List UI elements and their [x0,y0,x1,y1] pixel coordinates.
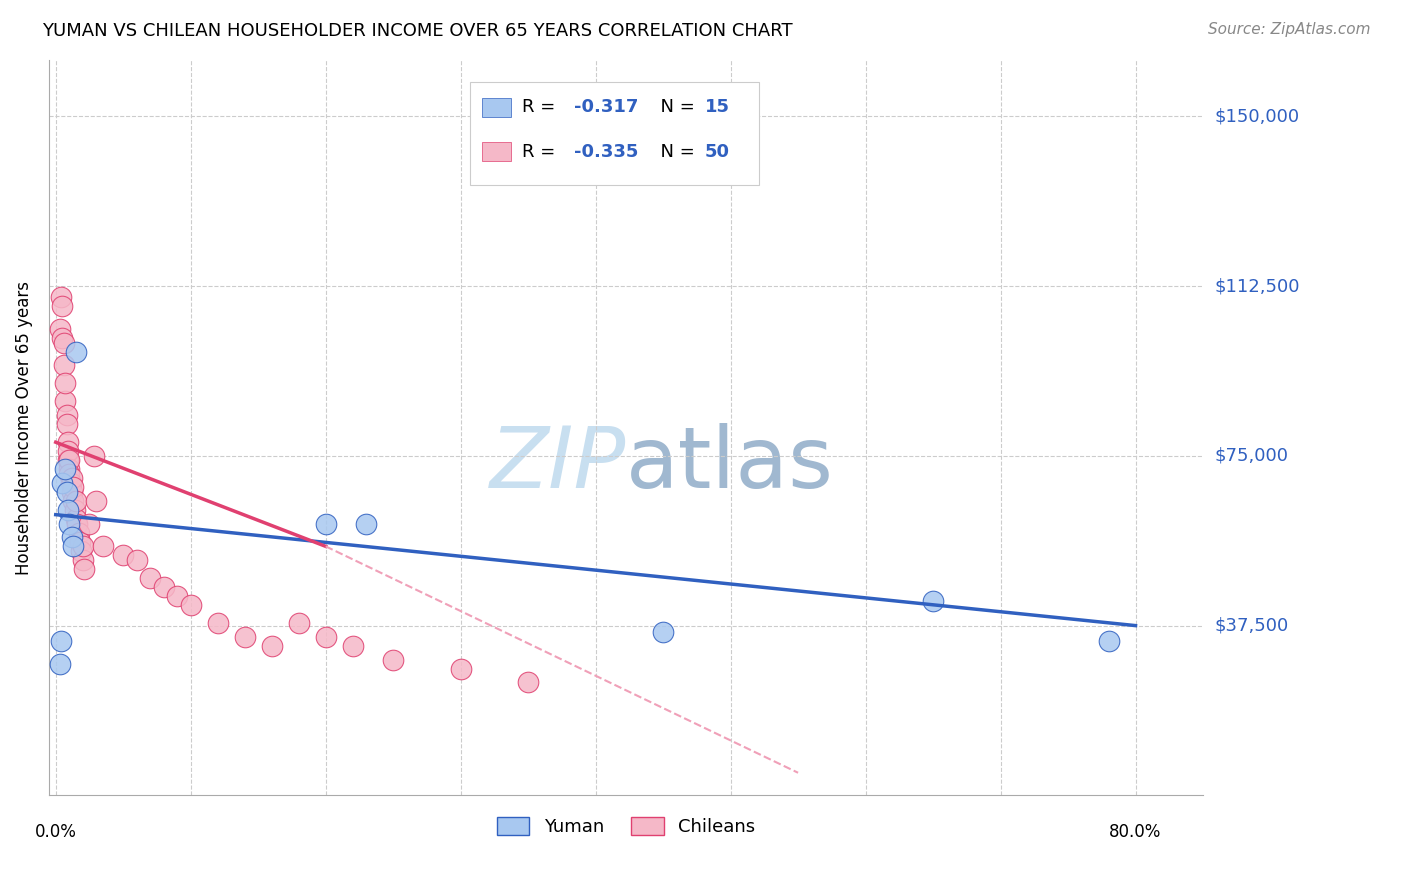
Point [59,475,82,490]
Point [91,540,114,554]
Point [67,525,90,540]
Point [83,449,105,463]
Point [382,652,405,666]
Point [53,462,76,476]
Text: 15: 15 [704,98,730,117]
Point [260,639,283,653]
Point [342,639,364,653]
Point [62,494,84,508]
Point [53,376,76,391]
Point [65,494,87,508]
Point [207,616,229,631]
Point [60,485,83,500]
Point [112,549,135,563]
Text: 80.0%: 80.0% [1109,823,1161,841]
Point [152,580,174,594]
Point [125,553,148,567]
Point [354,516,377,531]
Text: -0.335: -0.335 [574,143,638,161]
FancyBboxPatch shape [482,98,510,117]
Text: 50: 50 [704,143,730,161]
Point [65,512,87,526]
FancyBboxPatch shape [470,82,759,185]
Point [315,630,337,644]
Text: $75,000: $75,000 [1215,447,1288,465]
Point [49,634,72,648]
Text: R =: R = [522,143,561,161]
Point [51,331,73,345]
Text: ZIP: ZIP [489,423,626,506]
Legend: Yuman, Chileans: Yuman, Chileans [488,808,765,846]
Point [58,453,80,467]
Point [56,435,79,450]
Point [53,394,76,409]
Point [315,516,337,531]
Point [62,481,84,495]
Point [55,485,77,500]
Point [58,467,80,481]
Point [166,589,188,603]
Point [56,453,79,467]
FancyBboxPatch shape [482,143,510,161]
Text: R =: R = [522,98,561,117]
Point [180,599,202,613]
Point [66,516,89,531]
Point [139,571,162,585]
Point [49,322,72,336]
Point [60,530,83,544]
Text: $150,000: $150,000 [1215,107,1299,125]
Point [652,625,675,640]
Point [62,540,84,554]
Point [58,516,80,531]
Point [52,335,75,350]
Point [287,616,309,631]
Text: YUMAN VS CHILEAN HOUSEHOLDER INCOME OVER 65 YEARS CORRELATION CHART: YUMAN VS CHILEAN HOUSEHOLDER INCOME OVER… [42,22,793,40]
Point [63,503,86,517]
Point [60,471,83,485]
Point [51,299,73,313]
Point [55,408,77,422]
Point [922,593,945,607]
Y-axis label: Householder Income Over 65 years: Householder Income Over 65 years [15,280,32,574]
Text: $37,500: $37,500 [1215,616,1288,634]
Text: 0.0%: 0.0% [35,823,77,841]
Text: N =: N = [650,143,700,161]
Text: $112,500: $112,500 [1215,277,1299,295]
Point [73,562,96,576]
Point [49,657,72,671]
Point [56,444,79,458]
Text: N =: N = [650,98,700,117]
Point [49,290,72,304]
Point [233,630,256,644]
Text: -0.317: -0.317 [574,98,638,117]
Point [52,358,75,372]
Point [72,553,94,567]
Point [517,675,540,690]
Point [1097,634,1119,648]
Text: atlas: atlas [626,423,834,506]
Point [84,494,107,508]
Point [55,417,77,431]
Point [70,544,93,558]
Point [65,344,87,359]
Text: Source: ZipAtlas.com: Source: ZipAtlas.com [1208,22,1371,37]
Point [56,503,79,517]
Point [51,475,73,490]
Point [69,534,91,549]
Point [450,662,472,676]
Point [58,462,80,476]
Point [72,540,94,554]
Point [79,516,101,531]
